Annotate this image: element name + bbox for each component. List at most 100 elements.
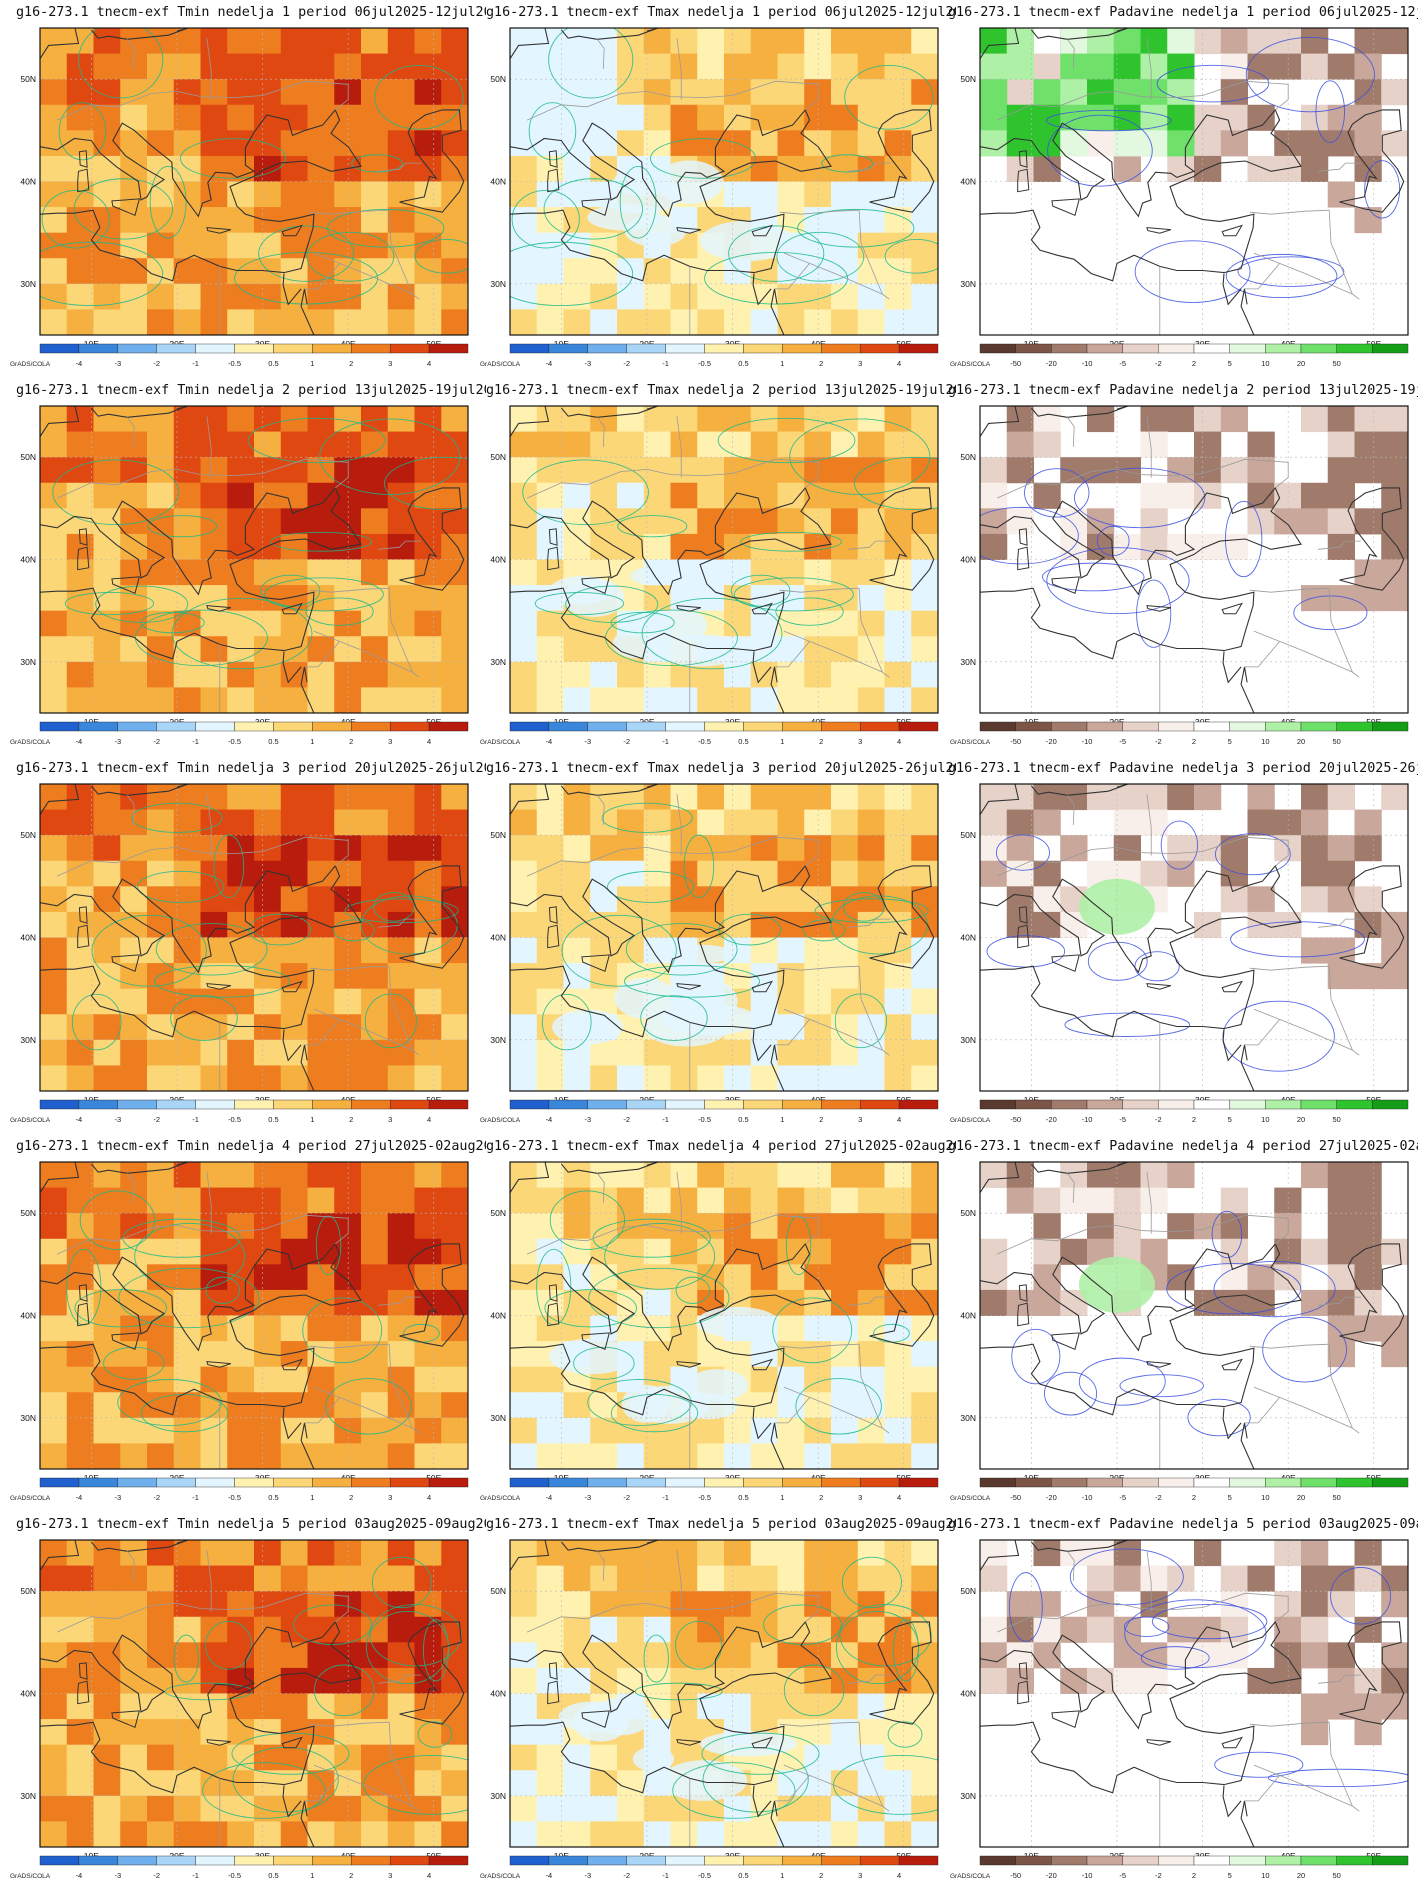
legend-tick-label: 10 <box>1261 1115 1269 1124</box>
legend-tick-label: 0.5 <box>268 737 278 746</box>
map-tmin: 50N40N30N10E20E30E40E50E <box>20 1161 469 1483</box>
legend-swatch <box>351 721 391 732</box>
legend-tick-label: -5 <box>1119 1871 1126 1880</box>
legend-swatch <box>156 1855 196 1866</box>
legend-tick-label: 4 <box>427 359 431 368</box>
legend-swatch <box>273 343 313 354</box>
legend-tick-label: -1 <box>662 1493 669 1502</box>
legend-swatch <box>428 343 469 354</box>
legend-swatch <box>1372 1855 1409 1866</box>
panel-title: g16-273.1 tnecm-exf Padavine nedelja 5 p… <box>948 1517 1418 1532</box>
legend-tick-label: 2 <box>349 1115 353 1124</box>
legend-swatch <box>1086 721 1123 732</box>
legend-tick-label: -1 <box>662 1871 669 1880</box>
legend-tick-label: -0.5 <box>698 737 711 746</box>
panel-title: g16-273.1 tnecm-exf Tmax nedelja 5 perio… <box>486 1517 956 1532</box>
legend-tmin: GrADS/COLA -4 -3 -2 -1 -0.5 0.5 1 2 3 4 <box>10 1098 478 1128</box>
legend-tick-label: -2 <box>623 359 630 368</box>
legend-tick-label: -5 <box>1119 1493 1126 1502</box>
legend-tick-label: 50 <box>1332 737 1340 746</box>
legend-swatch <box>509 721 550 732</box>
legend-swatch <box>389 1099 430 1110</box>
legend-tick-label: 3 <box>388 1115 392 1124</box>
legend-tick-label: 2 <box>349 359 353 368</box>
legend-swatch <box>1265 1855 1302 1866</box>
legend-swatch <box>273 1477 313 1488</box>
legend-credit: GrADS/COLA <box>950 361 991 368</box>
latitude-label: 50N <box>20 452 36 462</box>
legend-tick-label: 20 <box>1297 1871 1305 1880</box>
legend-swatch <box>312 1099 352 1110</box>
legend-precip: GrADS/COLA -50 -20 -10 -5 -2 2 5 10 20 50 <box>950 1098 1418 1128</box>
legend-swatch <box>1015 1855 1052 1866</box>
legend-swatch <box>782 1855 822 1866</box>
legend-swatch <box>1336 343 1373 354</box>
legend-tick-label: -2 <box>623 1871 630 1880</box>
legend-colorbar: GrADS/COLA -4 -3 -2 -1 -0.5 0.5 1 2 3 4 <box>10 343 469 368</box>
legend-tick-label: -0.5 <box>228 1493 241 1502</box>
legend-swatch <box>273 1855 313 1866</box>
panel-title: g16-273.1 tnecm-exf Padavine nedelja 2 p… <box>948 383 1418 398</box>
legend-tick-label: 1 <box>310 737 314 746</box>
legend-tick-label: 20 <box>1297 737 1305 746</box>
legend-swatch <box>234 721 274 732</box>
latitude-label: 30N <box>490 1791 506 1801</box>
legend-swatch <box>1122 1855 1159 1866</box>
legend-credit: GrADS/COLA <box>10 361 51 368</box>
map-precip: 50N40N30N10E20E30E40E50E <box>960 27 1409 349</box>
legend-swatch <box>312 721 352 732</box>
forecast-panel-tmax-week-2: g16-273.1 tnecm-exf Tmax nedelja 2 perio… <box>478 378 956 757</box>
panel-title: g16-273.1 tnecm-exf Tmax nedelja 2 perio… <box>486 383 956 398</box>
legend-colorbar: GrADS/COLA -50 -20 -10 -5 -2 2 5 10 20 50 <box>950 1855 1409 1880</box>
legend-swatch <box>898 343 939 354</box>
forecast-panel-tmax-week-1: g16-273.1 tnecm-exf Tmax nedelja 1 perio… <box>478 0 956 379</box>
panel-title: g16-273.1 tnecm-exf Padavine nedelja 4 p… <box>948 1139 1418 1154</box>
legend-precip: GrADS/COLA -50 -20 -10 -5 -2 2 5 10 20 50 <box>950 720 1418 750</box>
legend-tick-label: 2 <box>819 737 823 746</box>
legend-swatch <box>156 721 196 732</box>
legend-credit: GrADS/COLA <box>480 1873 521 1880</box>
latitude-label: 40N <box>960 1311 976 1321</box>
legend-swatch <box>1122 721 1159 732</box>
legend-swatch <box>704 343 744 354</box>
legend-swatch <box>548 1099 589 1110</box>
legend-credit: GrADS/COLA <box>950 739 991 746</box>
legend-tick-label: 4 <box>897 359 901 368</box>
legend-swatch <box>1122 343 1159 354</box>
legend-colorbar: GrADS/COLA -50 -20 -10 -5 -2 2 5 10 20 50 <box>950 343 1409 368</box>
legend-swatch <box>743 721 783 732</box>
legend-tick-label: -2 <box>153 737 160 746</box>
latitude-label: 50N <box>960 74 976 84</box>
latitude-label: 30N <box>20 657 36 667</box>
legend-swatch <box>389 1477 430 1488</box>
map-tmin: 50N40N30N10E20E30E40E50E <box>20 1539 469 1861</box>
legend-tick-label: 4 <box>427 1115 431 1124</box>
forecast-panel-tmin-week-4: g16-273.1 tnecm-exf Tmin nedelja 4 perio… <box>8 1134 486 1513</box>
legend-swatch <box>782 1099 822 1110</box>
legend-tick-label: -20 <box>1046 359 1057 368</box>
forecast-panel-tmin-week-5: g16-273.1 tnecm-exf Tmin nedelja 5 perio… <box>8 1512 486 1891</box>
latitude-label: 40N <box>20 555 36 565</box>
legend-credit: GrADS/COLA <box>10 739 51 746</box>
legend-tick-label: -10 <box>1082 737 1093 746</box>
legend-tick-label: 4 <box>897 737 901 746</box>
legend-tick-label: -4 <box>76 359 83 368</box>
legend-swatch <box>665 1099 705 1110</box>
legend-swatch <box>587 1855 627 1866</box>
legend-swatch <box>626 1855 666 1866</box>
latitude-label: 30N <box>960 1035 976 1045</box>
legend-tick-label: -0.5 <box>698 1871 711 1880</box>
legend-tick-label: 20 <box>1297 1115 1305 1124</box>
legend-tick-label: 3 <box>858 1871 862 1880</box>
legend-tick-label: -2 <box>153 359 160 368</box>
legend-tick-label: 3 <box>388 359 392 368</box>
legend-swatch <box>979 721 1016 732</box>
legend-tick-label: -50 <box>1010 1871 1021 1880</box>
legend-swatch <box>351 1099 391 1110</box>
legend-swatch <box>117 1099 157 1110</box>
legend-tick-label: 50 <box>1332 1493 1340 1502</box>
legend-credit: GrADS/COLA <box>480 1495 521 1502</box>
map-tmin: 50N40N30N10E20E30E40E50E <box>20 27 469 349</box>
latitude-label: 30N <box>960 1413 976 1423</box>
legend-tick-label: -10 <box>1082 1871 1093 1880</box>
